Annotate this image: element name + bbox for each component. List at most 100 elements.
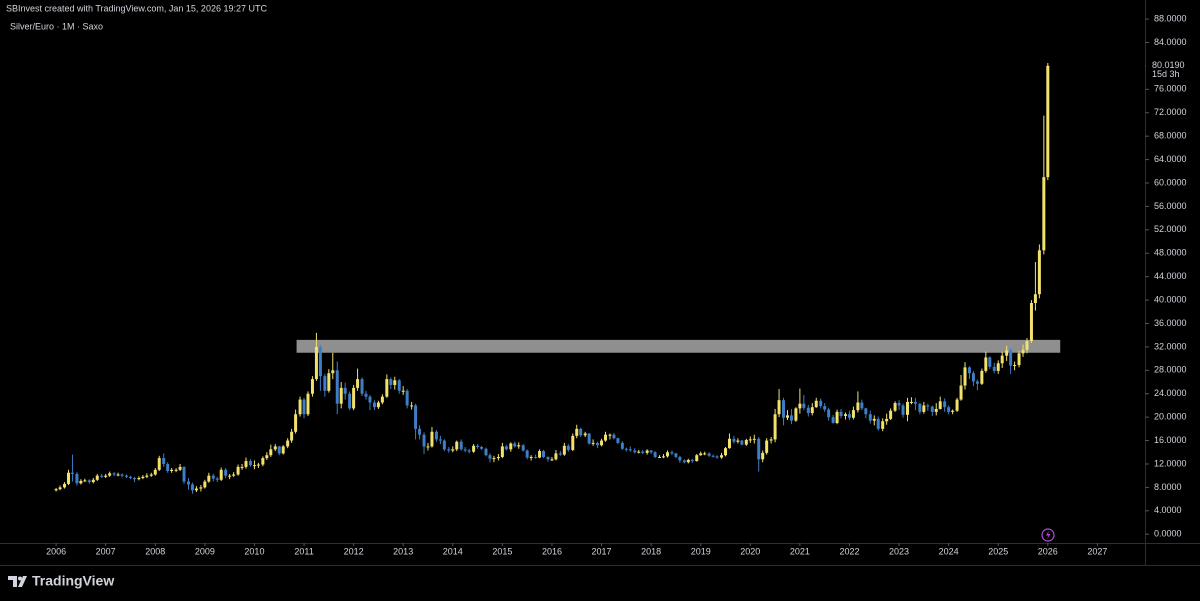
candle-body	[658, 456, 662, 458]
candle-body	[814, 400, 818, 408]
candle-body	[785, 415, 789, 418]
x-tick-label: 2021	[790, 546, 810, 556]
candle-body	[789, 415, 793, 421]
candle-body	[554, 453, 558, 460]
candle-body	[100, 475, 104, 477]
x-tick-label: 2015	[492, 546, 512, 556]
candle-body	[773, 414, 777, 440]
candle-body	[496, 456, 500, 459]
candle-body	[125, 475, 129, 477]
candle-body	[467, 450, 471, 452]
candle-body	[66, 472, 70, 484]
candle-body	[182, 466, 186, 482]
candle-body	[236, 466, 240, 475]
candle-body	[847, 414, 851, 418]
candle-body	[926, 405, 930, 407]
y-tick-label: 36.0000	[1154, 318, 1187, 328]
candle-body	[943, 401, 947, 408]
candle-body	[141, 476, 145, 479]
candle-body	[79, 480, 83, 484]
candle-body	[748, 439, 752, 441]
x-tick-label: 2023	[889, 546, 909, 556]
candle-body	[678, 456, 682, 461]
candle-body	[628, 449, 632, 451]
candle-body	[649, 450, 653, 453]
candle-body	[108, 473, 112, 476]
candle-body	[633, 450, 637, 453]
candle-body	[434, 431, 438, 440]
candle-body	[447, 449, 451, 451]
candle-body	[492, 458, 496, 460]
candle-body	[930, 406, 934, 412]
candle-body	[856, 402, 860, 411]
y-tick-label: 84.0000	[1154, 37, 1187, 47]
y-tick-label: 48.0000	[1154, 248, 1187, 258]
x-tick-label: 2027	[1087, 546, 1107, 556]
x-tick-label: 2014	[443, 546, 463, 556]
candle-body	[149, 474, 153, 476]
candle-body	[112, 473, 116, 475]
candle-body	[455, 441, 459, 450]
y-tick-label: 32.0000	[1154, 341, 1187, 351]
candle-body	[831, 417, 835, 423]
candle-body	[682, 460, 686, 463]
candle-body	[889, 410, 893, 419]
x-tick-label: 2017	[592, 546, 612, 556]
x-tick-label: 2013	[393, 546, 413, 556]
candle-body	[430, 431, 434, 447]
candle-body	[947, 407, 951, 412]
candle-body	[211, 475, 215, 479]
candle-body	[476, 445, 480, 447]
chart-title: Silver/Euro · 1M · Saxo	[10, 21, 103, 31]
candle-body	[199, 487, 203, 489]
candle-body	[674, 453, 678, 457]
candle-body	[248, 461, 252, 466]
candle-body	[876, 418, 880, 429]
candle-body	[410, 405, 414, 407]
resistance-zone	[296, 339, 1061, 353]
x-tick-label: 2020	[740, 546, 760, 556]
candle-body	[261, 458, 265, 465]
y-tick-label: 4.0000	[1154, 505, 1182, 515]
candle-body	[620, 442, 624, 449]
candle-body	[703, 453, 707, 455]
candle-body	[442, 440, 446, 450]
candle-body	[331, 370, 335, 374]
candle-body	[591, 442, 595, 444]
candle-body	[690, 459, 694, 462]
candle-body	[885, 418, 889, 422]
candle-body	[389, 379, 393, 385]
candle-body	[318, 346, 322, 377]
x-tick-label: 2024	[939, 546, 959, 556]
candle-body	[348, 393, 352, 409]
candle-body	[901, 405, 905, 415]
candle-body	[1005, 350, 1009, 356]
last-price-label: 80.0190	[1152, 60, 1185, 70]
candle-body	[881, 421, 885, 429]
candle-body	[810, 407, 814, 414]
candle-body	[327, 373, 331, 391]
candle-body	[798, 403, 802, 409]
candle-body	[600, 440, 604, 446]
y-tick-label: 64.0000	[1154, 154, 1187, 164]
candle-body	[298, 399, 302, 415]
candle-body	[727, 438, 731, 449]
y-tick-label: 28.0000	[1154, 365, 1187, 375]
candle-body	[752, 438, 756, 440]
candle-body	[422, 434, 426, 447]
candle-body	[269, 449, 273, 456]
candle-body	[967, 367, 971, 374]
x-tick-label: 2025	[988, 546, 1008, 556]
candle-body	[839, 411, 843, 416]
candle-body	[426, 446, 430, 448]
footer-logo: TradingView	[8, 573, 114, 589]
candle-body	[224, 469, 228, 476]
y-tick-label: 68.0000	[1154, 131, 1187, 141]
candle-body	[596, 442, 600, 446]
x-tick-label: 2019	[691, 546, 711, 556]
candle-body	[277, 446, 281, 454]
candle-body	[281, 446, 285, 454]
candle-body	[137, 478, 141, 480]
candle-body	[385, 379, 389, 397]
candle-body	[401, 390, 405, 392]
